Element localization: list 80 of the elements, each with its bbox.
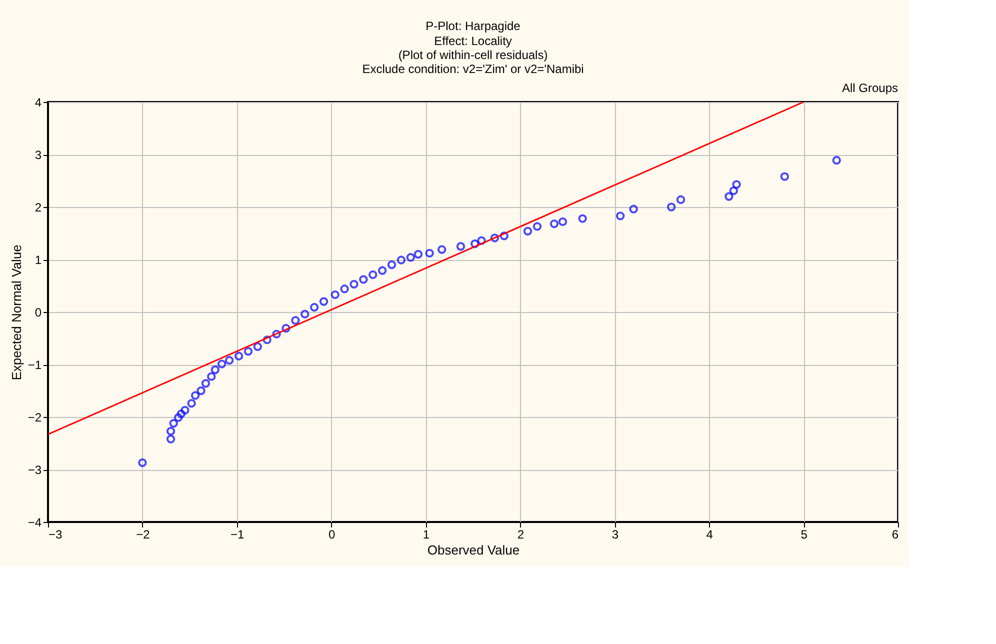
- point: [196, 386, 206, 396]
- point: [490, 234, 500, 242]
- point: [166, 434, 176, 444]
- point: [425, 248, 434, 258]
- point: [207, 372, 216, 381]
- x-axis-title: Observed Value: [427, 542, 520, 558]
- y-tick-label: 3: [34, 148, 42, 162]
- point: [234, 352, 244, 360]
- point: [310, 302, 319, 312]
- x-tick-label: −1: [230, 528, 245, 542]
- point: [523, 226, 532, 236]
- point: [340, 284, 349, 294]
- x-tick-label: 3: [612, 528, 619, 542]
- y-tick-label: 4: [34, 96, 42, 110]
- point: [201, 379, 210, 388]
- point: [676, 195, 686, 204]
- y-axis-title: Expected Normal Value: [8, 244, 24, 380]
- point: [724, 192, 734, 201]
- point: [253, 342, 262, 351]
- y-tick-label: 1: [34, 253, 42, 267]
- point: [500, 232, 509, 240]
- x-tick-label: 5: [800, 528, 808, 542]
- x-tick-label: −3: [48, 528, 63, 542]
- x-tick-label: 2: [517, 528, 524, 542]
- point: [780, 172, 790, 181]
- point: [437, 245, 446, 254]
- point: [244, 347, 253, 356]
- point: [666, 202, 676, 212]
- y-tick-label: −2: [28, 410, 42, 424]
- point: [300, 310, 310, 318]
- point: [396, 256, 406, 264]
- x-tick-label: 0: [328, 528, 336, 542]
- point: [169, 418, 178, 428]
- y-tick-label: 2: [34, 200, 42, 214]
- point: [224, 356, 234, 365]
- chart-subtitle: Effect: Locality (Plot of within-cell residuals) Exclude condition: v2='Zim' or v2='Namibi: [362, 34, 584, 76]
- point: [578, 214, 587, 223]
- point: [166, 426, 176, 436]
- point: [616, 212, 625, 220]
- point: [282, 324, 290, 333]
- chart-title: P-Plot: Harpagide: [426, 19, 521, 33]
- text: All Groups: [842, 81, 898, 95]
- point: [456, 242, 466, 251]
- point: [470, 239, 480, 248]
- x-tick-label: 4: [706, 528, 714, 542]
- point: [217, 360, 226, 368]
- point: [550, 219, 559, 228]
- y-tick-label: −1: [28, 358, 42, 372]
- point: [414, 250, 423, 259]
- point: [210, 365, 220, 374]
- point: [359, 275, 368, 284]
- x-tick-label: 6: [892, 528, 899, 542]
- point: [406, 253, 416, 262]
- point: [387, 260, 396, 270]
- point: [558, 217, 568, 226]
- point: [832, 156, 841, 165]
- point: [187, 399, 196, 408]
- y-tick-label: −3: [28, 463, 42, 477]
- point: [532, 222, 542, 231]
- point: [319, 297, 328, 306]
- point: [368, 270, 378, 280]
- point: [378, 266, 387, 275]
- x-tick-label: 1: [422, 528, 430, 542]
- point: [629, 204, 638, 214]
- point: [138, 458, 147, 468]
- point: [477, 236, 486, 245]
- point: [180, 406, 190, 415]
- y-tick-label: 0: [34, 306, 42, 320]
- point: [176, 410, 186, 418]
- point: [729, 186, 738, 196]
- point: [190, 391, 200, 400]
- point: [732, 180, 741, 189]
- point: [174, 413, 183, 422]
- point: [350, 280, 358, 289]
- y-tick-label: −4: [28, 516, 42, 530]
- point: [272, 330, 281, 338]
- point: [262, 335, 272, 344]
- point: [291, 316, 300, 325]
- point: [330, 290, 340, 300]
- x-tick-label: −2: [136, 528, 150, 542]
